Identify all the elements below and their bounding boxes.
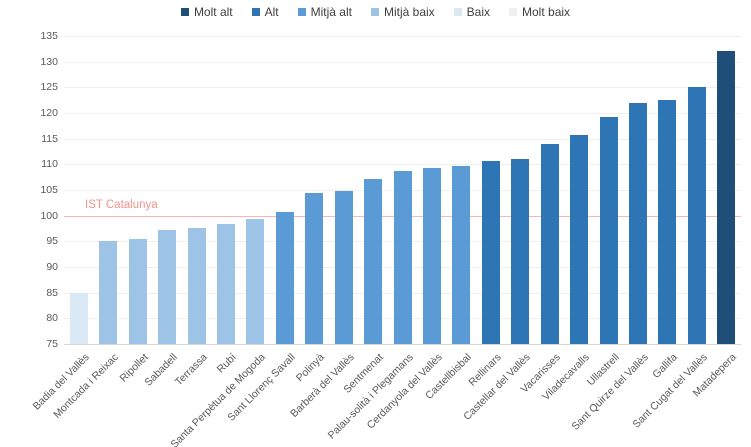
legend-label: Molt alt	[193, 5, 233, 19]
chart-bar	[540, 143, 559, 344]
chart-bar	[422, 167, 441, 344]
y-axis-tick-label: 110	[41, 158, 58, 171]
chart-bar	[599, 116, 618, 344]
y-axis-tick-label: 85	[46, 286, 58, 299]
legend-label: Mitjà baix	[383, 5, 435, 19]
x-axis-line	[64, 344, 741, 345]
chart-bar	[687, 86, 706, 344]
chart-legend: Molt alt Alt Mitjà alt Mitjà baix Baix Molt b…	[0, 6, 751, 18]
chart-bar	[187, 227, 206, 344]
chart-bar	[511, 159, 530, 344]
legend-swatch-icon	[180, 8, 189, 16]
chart-bar	[99, 241, 118, 344]
y-axis-tick-label: 95	[46, 235, 58, 248]
chart-bar	[128, 238, 147, 344]
y-axis-tick-label: 130	[40, 55, 58, 68]
gridline	[64, 87, 741, 89]
chart-bar	[364, 178, 383, 344]
chart-bar	[570, 135, 589, 344]
chart-bar	[629, 103, 647, 344]
chart-bar	[452, 166, 471, 344]
chart-bar	[717, 51, 736, 344]
y-axis-tick-label: 100	[40, 209, 58, 222]
reference-line-label: IST Catalunya	[85, 198, 158, 211]
chart-bar	[246, 219, 265, 344]
chart-bar	[658, 100, 677, 344]
legend-label: Molt baix	[522, 5, 571, 19]
x-axis-category-label: Rubí	[214, 351, 239, 376]
y-axis-tick-label: 115	[41, 132, 58, 145]
chart-bar	[158, 229, 176, 344]
chart-bar	[334, 190, 353, 344]
chart-bar	[69, 292, 88, 344]
chart-bar	[216, 223, 235, 344]
chart-bar	[305, 193, 324, 344]
y-axis-tick-label: 125	[40, 81, 58, 94]
y-axis-tick-label: 105	[40, 184, 58, 196]
chart-bar	[481, 160, 500, 344]
y-axis-tick-label: 135	[40, 30, 58, 42]
legend-item-alt[interactable]: Alt	[251, 5, 279, 19]
legend-swatch-icon	[251, 8, 260, 16]
legend-swatch-icon	[370, 8, 379, 16]
y-axis-tick-label: 80	[46, 312, 58, 325]
gridline	[64, 113, 741, 114]
gridline	[64, 36, 741, 37]
chart-bar	[275, 211, 294, 344]
legend-swatch-icon	[453, 8, 462, 16]
gridline	[64, 61, 741, 63]
legend-item-baix[interactable]: Baix	[453, 5, 491, 19]
legend-swatch-icon	[297, 8, 306, 16]
legend-label: Mitjà alt	[310, 5, 352, 19]
legend-label: Alt	[264, 5, 279, 19]
legend-item-mitja-alt[interactable]: Mitjà alt	[297, 5, 352, 19]
y-axis-tick-label: 75	[46, 338, 58, 350]
gridline	[64, 164, 741, 166]
legend-swatch-icon	[509, 8, 518, 16]
chart-bar	[393, 170, 412, 344]
y-axis-tick-label: 90	[46, 261, 58, 273]
legend-label: Baix	[466, 5, 491, 19]
legend-item-mitja-baix[interactable]: Mitjà baix	[370, 5, 435, 19]
legend-item-molt-baix[interactable]: Molt baix	[509, 6, 570, 18]
legend-item-molt-alt[interactable]: Molt alt	[180, 5, 233, 19]
gridline	[64, 138, 741, 140]
y-axis-tick-label: 120	[40, 107, 58, 119]
x-axis-category-label: Terrassa	[172, 351, 210, 389]
